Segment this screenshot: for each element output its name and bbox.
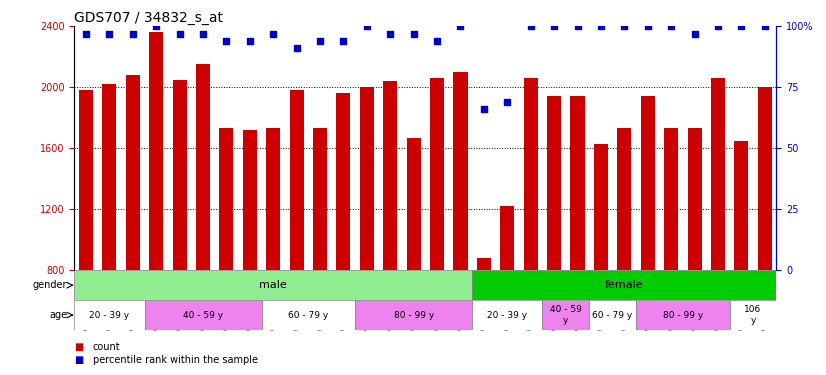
Point <box>454 23 468 29</box>
Text: 40 - 59
y: 40 - 59 y <box>550 305 582 325</box>
Point <box>150 23 163 29</box>
Bar <box>729 300 776 330</box>
Point <box>360 23 373 29</box>
Bar <box>102 84 116 270</box>
Text: 20 - 39 y: 20 - 39 y <box>89 310 130 320</box>
Bar <box>355 300 472 330</box>
Bar <box>501 206 515 270</box>
Text: 20 - 39 y: 20 - 39 y <box>487 310 527 320</box>
Bar <box>687 129 701 270</box>
Point <box>197 31 210 37</box>
Bar <box>196 64 210 270</box>
Bar <box>406 138 420 270</box>
Point <box>734 23 748 29</box>
Bar <box>636 300 729 330</box>
Bar <box>336 93 350 270</box>
Text: percentile rank within the sample: percentile rank within the sample <box>93 355 258 365</box>
Point <box>711 23 724 29</box>
Bar <box>547 96 561 270</box>
Point <box>173 31 186 37</box>
Point <box>618 23 631 29</box>
Bar <box>220 129 234 270</box>
Bar <box>524 78 538 270</box>
Bar <box>477 258 491 270</box>
Point <box>126 31 140 37</box>
Point <box>571 23 584 29</box>
Point <box>477 106 491 112</box>
Point <box>641 23 654 29</box>
Bar <box>543 300 589 330</box>
Bar <box>664 129 678 270</box>
Point <box>758 23 771 29</box>
Text: 60 - 79 y: 60 - 79 y <box>592 310 633 320</box>
Bar <box>150 32 164 270</box>
Text: 60 - 79 y: 60 - 79 y <box>288 310 329 320</box>
Point <box>79 31 93 37</box>
Text: 106
y: 106 y <box>744 305 762 325</box>
Text: 80 - 99 y: 80 - 99 y <box>662 310 703 320</box>
Text: count: count <box>93 342 120 352</box>
Text: age: age <box>50 310 68 320</box>
Bar <box>145 300 262 330</box>
Bar <box>313 129 327 270</box>
Bar <box>430 78 444 270</box>
Text: ■: ■ <box>74 355 83 365</box>
Point <box>688 31 701 37</box>
Bar <box>79 90 93 270</box>
Text: 80 - 99 y: 80 - 99 y <box>393 310 434 320</box>
Bar <box>453 72 468 270</box>
Point <box>548 23 561 29</box>
Bar <box>290 90 304 270</box>
Point <box>220 38 233 44</box>
Point <box>594 23 607 29</box>
Bar <box>262 300 355 330</box>
Point <box>267 31 280 37</box>
Point <box>290 45 303 51</box>
Bar <box>74 300 145 330</box>
Bar <box>711 78 725 270</box>
Point <box>664 23 677 29</box>
Bar <box>360 87 374 270</box>
Bar <box>173 80 187 270</box>
Bar <box>126 75 140 270</box>
Bar <box>589 300 636 330</box>
Bar <box>243 130 257 270</box>
Point <box>337 38 350 44</box>
Bar <box>266 129 280 270</box>
Point <box>407 31 420 37</box>
Text: GDS707 / 34832_s_at: GDS707 / 34832_s_at <box>74 11 223 25</box>
Bar <box>571 96 585 270</box>
Point <box>501 99 514 105</box>
Bar <box>472 270 776 300</box>
Text: ■: ■ <box>74 342 83 352</box>
Point <box>524 23 537 29</box>
Bar <box>594 144 608 270</box>
Point <box>102 31 116 37</box>
Bar <box>472 300 543 330</box>
Bar <box>383 81 397 270</box>
Bar <box>74 270 472 300</box>
Text: gender: gender <box>33 280 68 290</box>
Text: female: female <box>605 280 643 290</box>
Point <box>243 38 256 44</box>
Bar <box>617 129 631 270</box>
Point <box>383 31 396 37</box>
Point <box>314 38 327 44</box>
Text: 40 - 59 y: 40 - 59 y <box>183 310 223 320</box>
Bar <box>734 141 748 270</box>
Point <box>430 38 444 44</box>
Bar <box>757 87 771 270</box>
Bar <box>641 96 655 270</box>
Text: male: male <box>259 280 287 290</box>
